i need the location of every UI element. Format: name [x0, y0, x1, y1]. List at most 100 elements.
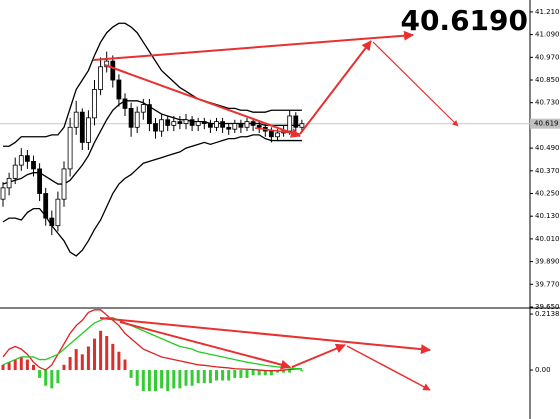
histogram-bar [178, 370, 182, 389]
annotations [92, 30, 459, 391]
candle-body [92, 89, 97, 119]
candle-body [37, 168, 42, 194]
candle-body [140, 104, 146, 113]
histogram-bar [13, 359, 17, 371]
histogram-bar [1, 364, 5, 371]
histogram-bar [141, 370, 145, 391]
histogram-bar [68, 356, 72, 371]
histogram-bar [245, 370, 249, 378]
histogram-bar [111, 343, 115, 371]
trend-arrow [346, 345, 431, 391]
y-tick-label: 40.130 [535, 212, 560, 220]
histogram-bar [276, 370, 279, 373]
histogram-bar [184, 370, 188, 386]
candle-body [73, 111, 79, 128]
trend-arrow [291, 343, 346, 368]
candle-body [299, 123, 305, 128]
histogram-bar [269, 370, 273, 376]
y-tick-label: 40.730 [535, 99, 560, 107]
histogram-bar [135, 370, 139, 386]
histogram-bar [257, 370, 261, 376]
candle-body [214, 121, 219, 128]
candle-body [195, 121, 201, 126]
histogram-bar [239, 370, 243, 378]
histogram-bar [202, 370, 206, 384]
histogram-bar [117, 351, 121, 371]
candle-body [31, 160, 36, 170]
y-tick-label: 41.090 [535, 31, 560, 39]
histogram-bar [93, 338, 96, 371]
histogram-bar [80, 354, 84, 371]
histogram-bar [50, 370, 54, 389]
histogram-bar [190, 370, 194, 386]
histogram-bar [221, 370, 225, 381]
candle-body [0, 187, 6, 200]
histogram-bar [233, 370, 237, 378]
histogram-bar [38, 370, 42, 378]
y-tick-label: 39.770 [535, 280, 560, 288]
candle-body [98, 66, 103, 90]
candle-body [293, 115, 299, 128]
candle-body [128, 107, 134, 128]
headline-price: 40.6190 [400, 4, 528, 37]
histogram-bar [288, 370, 292, 373]
histogram-bar [7, 362, 11, 371]
candle-body [49, 217, 55, 227]
histogram-bar [196, 370, 200, 384]
candle-body [55, 198, 61, 227]
y-tick-label: 39.890 [535, 258, 560, 266]
candle-body [189, 119, 195, 126]
candle-body [110, 60, 116, 81]
candle-body [287, 115, 293, 132]
candle-body [275, 132, 280, 138]
histogram-bar [227, 370, 231, 381]
y-tick-label: 41.210 [535, 8, 560, 16]
candle-body [238, 123, 244, 128]
candle-body [183, 119, 189, 124]
y-tick-label: 40.850 [535, 76, 560, 84]
y-tick-label: 0.21383 [535, 310, 560, 318]
last-price-label: 40.619 [534, 120, 559, 128]
trend-arrow [99, 317, 431, 355]
histogram-bar [282, 370, 286, 373]
candle-body [177, 121, 183, 124]
last-price-box [530, 118, 560, 129]
candle-body [61, 168, 67, 200]
histogram-bar [166, 370, 170, 391]
histogram-bar [25, 359, 29, 371]
histogram-bar [74, 349, 78, 371]
candle-body [244, 121, 250, 128]
y-tick-label: 0.00 [535, 366, 551, 374]
y-tick-label: 40.490 [535, 144, 560, 152]
histogram-bar [86, 346, 90, 371]
histogram-bar [263, 370, 267, 376]
histogram-bar [123, 359, 127, 371]
candle-body [116, 79, 122, 100]
candle-body [12, 164, 18, 179]
trend-line [254, 127, 301, 135]
histogram-bar [105, 336, 109, 371]
trend-arrow [92, 30, 414, 61]
trend-arrow [372, 41, 459, 127]
trend-arrow [119, 321, 291, 370]
histogram-bar [32, 364, 35, 371]
candle-body [165, 119, 171, 126]
candle-body [153, 123, 158, 132]
histogram-bar [99, 330, 103, 371]
candle-body [201, 121, 207, 124]
candle-body [220, 121, 226, 128]
candle-body [171, 121, 177, 126]
bollinger-band [2, 134, 302, 257]
candle-body [6, 177, 12, 189]
histogram-bar [154, 370, 157, 391]
trend-arrow [104, 64, 301, 138]
y-tick-label: 40.010 [535, 235, 560, 243]
macd-line [2, 317, 302, 370]
candle-body [159, 119, 165, 132]
y-tick-label: 40.250 [535, 190, 560, 198]
candle-body [134, 111, 140, 128]
candle-body [268, 130, 274, 138]
macd-line [2, 309, 302, 372]
candle-body [226, 126, 232, 130]
